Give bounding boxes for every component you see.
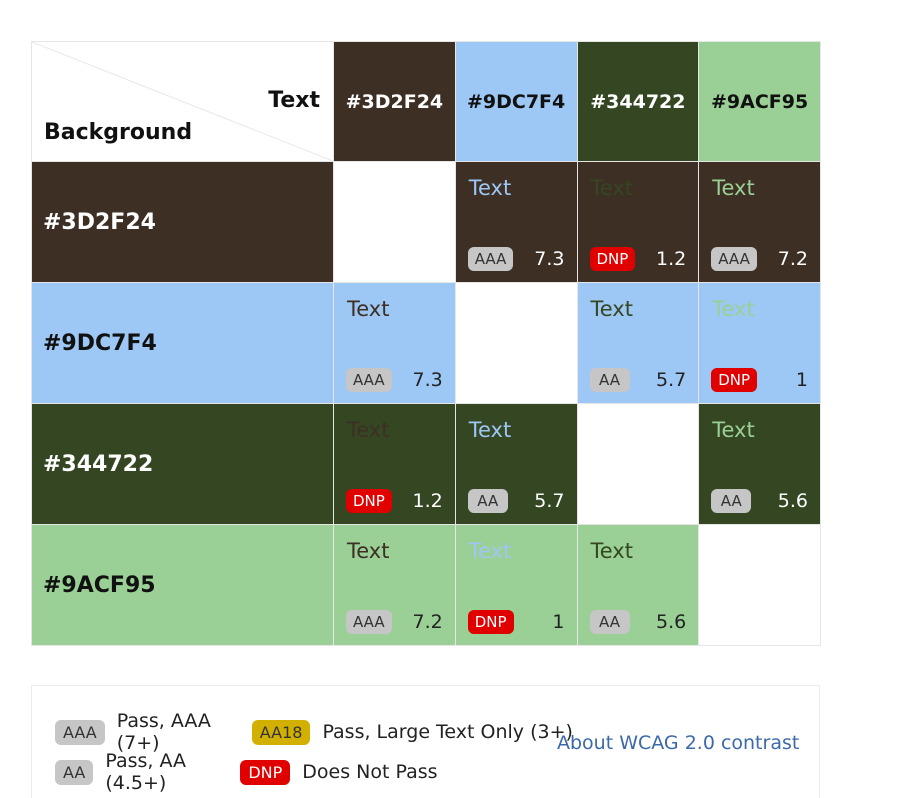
row-header: #9DC7F4: [31, 282, 334, 404]
aa-description: Pass, AA (4.5+): [105, 750, 186, 794]
empty-cell: [333, 161, 456, 283]
combination-cell: Text AA 5.7: [454, 403, 578, 525]
aaa-description: Pass, AAA (7+): [116, 710, 211, 754]
sample-text: Text: [468, 176, 512, 200]
background-axis-label: Background: [44, 120, 193, 145]
aa-badge: AA: [589, 610, 630, 634]
contrast-ratio: 7.2: [777, 248, 808, 270]
contrast-ratio: 7.3: [534, 248, 565, 270]
corner-diagonal: [32, 42, 333, 161]
contrast-ratio: 7.3: [412, 369, 443, 391]
row-header: #344722: [31, 403, 334, 525]
combination-cell: Text DNP 1.2: [333, 403, 456, 525]
contrast-ratio: 5.6: [656, 611, 687, 633]
combination-cell: Text AA 5.6: [576, 524, 700, 646]
aa18-badge: AA18: [251, 719, 311, 745]
legend: AAA Pass, AAA (7+) AA18 Pass, Large Text…: [31, 685, 820, 798]
table-row: #9ACF95 Text AAA 7.2 Text DNP 1 Text AA 5.6: [31, 524, 821, 646]
row-header: #3D2F24: [31, 161, 334, 283]
contrast-ratio: 1.2: [656, 248, 687, 270]
aaa-badge: AAA: [467, 247, 514, 271]
sample-text: Text: [712, 176, 755, 200]
contrast-ratio: 7.2: [412, 611, 443, 633]
aa-badge: AA: [589, 368, 630, 392]
combination-cell: Text AAA 7.3: [454, 161, 578, 283]
sample-text: Text: [712, 418, 755, 442]
contrast-ratio: 1: [552, 611, 565, 633]
contrast-ratio: 5.6: [777, 490, 808, 512]
column-header: #3D2F24: [333, 41, 456, 162]
aa-badge: AA: [711, 489, 752, 513]
combination-cell: Text AAA 7.2: [698, 161, 821, 283]
dnp-description: Does Not Pass: [302, 761, 438, 783]
sample-text: Text: [468, 539, 512, 563]
sample-text: Text: [590, 297, 633, 321]
combination-cell: Text DNP 1: [698, 282, 821, 404]
row-header: #9ACF95: [31, 524, 334, 646]
legend-row: AA Pass, AA (4.5+) DNP Does Not Pass: [55, 750, 438, 794]
contrast-ratio: 5.7: [656, 369, 687, 391]
contrast-ratio: 5.7: [534, 490, 565, 512]
empty-cell: [698, 524, 821, 646]
dnp-badge: DNP: [346, 489, 392, 513]
aa-badge: AA: [55, 759, 94, 785]
dnp-badge: DNP: [589, 247, 636, 271]
empty-cell: [576, 403, 700, 525]
column-header: #344722: [576, 41, 700, 162]
combination-cell: Text AA 5.6: [698, 403, 821, 525]
aaa-badge: AAA: [346, 368, 392, 392]
sample-text: Text: [347, 418, 390, 442]
combination-cell: Text AAA 7.2: [333, 524, 456, 646]
table-row: #344722 Text DNP 1.2 Text AA 5.7 Text AA 5.6: [31, 403, 821, 525]
aa-badge: AA: [467, 489, 508, 513]
combination-cell: Text DNP 1: [454, 524, 578, 646]
aaa-badge: AAA: [55, 719, 105, 745]
legend-row: AAA Pass, AAA (7+) AA18 Pass, Large Text…: [55, 710, 573, 754]
table-row: #9DC7F4 Text AAA 7.3 Text AA 5.7 Text DNP 1: [31, 282, 821, 404]
combination-cell: Text AA 5.7: [576, 282, 700, 404]
header-row: Text Background #3D2F24 #9DC7F4 #344722 …: [31, 41, 821, 162]
dnp-badge: DNP: [240, 759, 291, 785]
contrast-ratio: 1.2: [412, 490, 443, 512]
sample-text: Text: [712, 297, 755, 321]
empty-cell: [454, 282, 578, 404]
table-row: #3D2F24 Text AAA 7.3 Text DNP 1.2 Text AAA 7.2: [31, 161, 821, 283]
contrast-ratio: 1: [795, 369, 808, 391]
sample-text: Text: [590, 176, 633, 200]
sample-text: Text: [590, 539, 633, 563]
dnp-badge: DNP: [711, 368, 758, 392]
column-header: #9ACF95: [698, 41, 821, 162]
text-axis-label: Text: [268, 88, 320, 113]
sample-text: Text: [347, 539, 390, 563]
combination-cell: Text AAA 7.3: [333, 282, 456, 404]
sample-text: Text: [468, 418, 512, 442]
aa18-description: Pass, Large Text Only (3+): [322, 721, 573, 743]
aaa-badge: AAA: [711, 247, 757, 271]
dnp-badge: DNP: [467, 610, 514, 634]
sample-text: Text: [347, 297, 390, 321]
contrast-grid: Text Background #3D2F24 #9DC7F4 #344722 …: [31, 41, 821, 646]
wcag-contrast-link[interactable]: About WCAG 2.0 contrast: [557, 732, 800, 754]
column-header: #9DC7F4: [454, 41, 578, 162]
combination-cell: Text DNP 1.2: [576, 161, 700, 283]
corner-cell: Text Background: [31, 41, 334, 162]
aaa-badge: AAA: [346, 610, 392, 634]
